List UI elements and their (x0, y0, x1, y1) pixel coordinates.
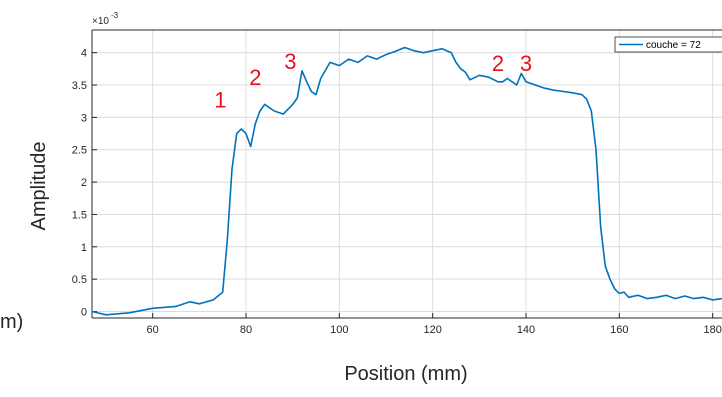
y-tick-label: 3 (81, 112, 87, 124)
y-tick-label: 3.5 (72, 80, 87, 92)
x-tick-label: 180 (703, 324, 721, 336)
annotation-label: 2 (249, 65, 261, 90)
x-tick-label: 120 (423, 324, 441, 336)
y-tick-label: 1.5 (72, 209, 87, 221)
series-line (91, 46, 722, 316)
x-tick-label: 80 (240, 324, 252, 336)
grid (92, 30, 722, 318)
y-axis-label: Amplitude (28, 142, 50, 231)
x-tick-label: 100 (330, 324, 348, 336)
y-tick-label: 4 (81, 48, 87, 60)
annotation-label: 1 (214, 88, 226, 113)
y-tick-label: 2.5 (72, 145, 87, 157)
y-tick-label: 0.5 (72, 274, 87, 286)
cropped-edge-text: m) (0, 311, 23, 333)
x-tick-label: 160 (610, 324, 628, 336)
y-exponent-prefix: ×10 (92, 16, 109, 27)
axes (91, 29, 722, 319)
annotation-label: 3 (284, 49, 296, 74)
x-tick-label: 60 (147, 324, 159, 336)
x-axis-label: Position (mm) (344, 363, 467, 385)
x-tick-label: 140 (517, 324, 535, 336)
legend-box (614, 36, 722, 53)
series-group (91, 46, 722, 316)
y-tick-label: 2 (81, 177, 87, 189)
legend-label: couche = 72 (646, 40, 701, 51)
y-tick-label: 0 (81, 307, 87, 319)
annotations: 123 2 3 (214, 49, 532, 113)
annotation-label: 3 (520, 51, 532, 76)
legend: couche = 72 (614, 36, 722, 53)
annotation-label: 2 (492, 51, 504, 76)
tick-labels: 60 80 100 120 140 160 180 0 0.5 1 1.5 2 2.5 3 3.5 4 (72, 48, 722, 336)
y-exponent: -3 (111, 11, 119, 20)
y-tick-label: 1 (81, 242, 87, 254)
